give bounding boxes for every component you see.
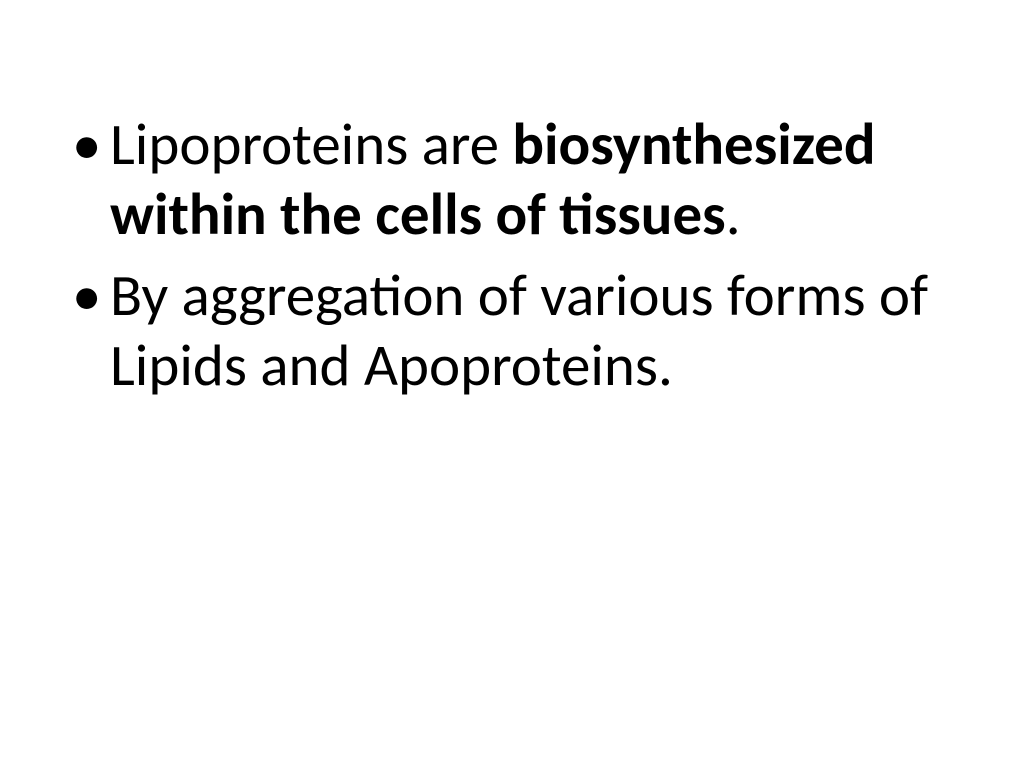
slide: Lipoproteins are biosynthesized within t… — [0, 0, 1024, 768]
text-run: By aggregation of various forms of Lipid… — [110, 259, 928, 401]
list-item: Lipoproteins are biosynthesized within t… — [60, 110, 964, 249]
list-item: By aggregation of various forms of Lipid… — [60, 261, 964, 400]
text-run: Lipoproteins are — [110, 108, 512, 180]
bullet-list: Lipoproteins are biosynthesized within t… — [60, 110, 964, 400]
text-run: . — [726, 178, 741, 250]
